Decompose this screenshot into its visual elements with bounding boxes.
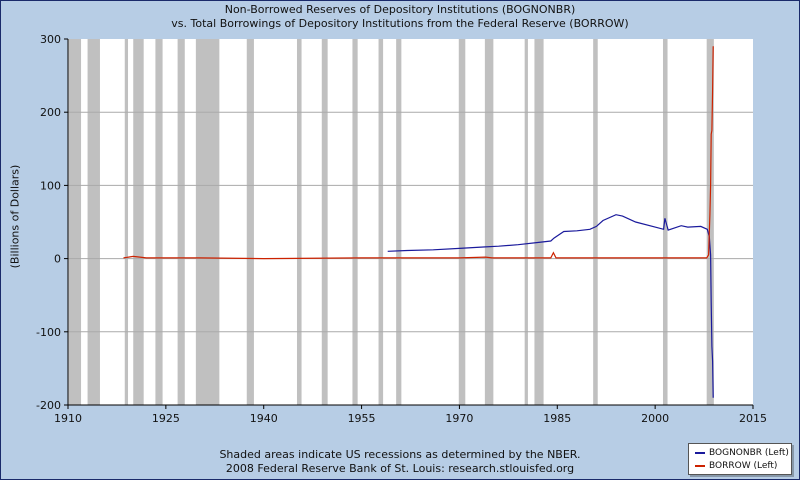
- recession-band: [87, 39, 100, 405]
- x-tick-label: 1925: [152, 412, 180, 425]
- recession-band: [706, 39, 714, 405]
- x-tick-label: 2015: [739, 412, 767, 425]
- y-tick-label: 0: [54, 253, 61, 266]
- legend-swatch-blue: [695, 452, 705, 454]
- y-tick-label: 300: [40, 33, 61, 46]
- recession-band: [195, 39, 220, 405]
- recession-band: [155, 39, 163, 405]
- x-tick-label: 2000: [641, 412, 669, 425]
- gridlines: [68, 111, 753, 333]
- recession-band: [484, 39, 494, 405]
- legend-label: BOGNONBR (Left): [709, 448, 789, 458]
- series-line: [123, 46, 714, 260]
- data-series: [123, 46, 714, 398]
- x-tick-label: 1940: [250, 412, 278, 425]
- recession-band: [352, 39, 358, 405]
- x-tick-label: 1970: [445, 412, 473, 425]
- recession-bands: [68, 39, 714, 405]
- recession-band: [396, 39, 402, 405]
- legend: BOGNONBR (Left) BORROW (Left): [688, 443, 792, 475]
- y-tick-label: 200: [40, 106, 61, 119]
- recession-note: Shaded areas indicate US recessions as d…: [219, 448, 581, 461]
- recession-band: [593, 39, 598, 405]
- source-note: 2008 Federal Reserve Bank of St. Louis: …: [225, 462, 575, 475]
- recession-band: [662, 39, 668, 405]
- y-tick-label: 100: [40, 179, 61, 192]
- y-tick-label: -100: [36, 326, 61, 339]
- recession-band: [246, 39, 254, 405]
- chart-title-line1: Non-Borrowed Reserves of Depository Inst…: [224, 3, 576, 16]
- recession-band: [133, 39, 144, 405]
- recession-band: [296, 39, 302, 405]
- recession-band: [68, 39, 82, 405]
- y-tick-label: -200: [36, 399, 61, 412]
- x-axis-ticks: 1910 1925 1940 1955 1970 1985 2000 2015: [54, 405, 767, 425]
- x-tick-label: 1955: [348, 412, 376, 425]
- recession-band: [321, 39, 328, 405]
- legend-label: BORROW (Left): [709, 461, 778, 471]
- x-tick-label: 1985: [543, 412, 571, 425]
- recession-band: [524, 39, 528, 405]
- recession-band: [177, 39, 185, 405]
- y-axis-ticks: -200 -100 0 100 200 300: [36, 33, 68, 412]
- recession-band: [124, 39, 129, 405]
- recession-band: [534, 39, 544, 405]
- legend-item-borrow: BORROW (Left): [695, 461, 777, 471]
- legend-swatch-red: [695, 465, 705, 467]
- legend-item-bognonbr: BOGNONBR (Left): [695, 448, 789, 458]
- chart-title-line2: vs. Total Borrowings of Depository Insti…: [171, 17, 629, 30]
- recession-band: [378, 39, 384, 405]
- x-tick-label: 1910: [54, 412, 82, 425]
- recession-band: [458, 39, 466, 405]
